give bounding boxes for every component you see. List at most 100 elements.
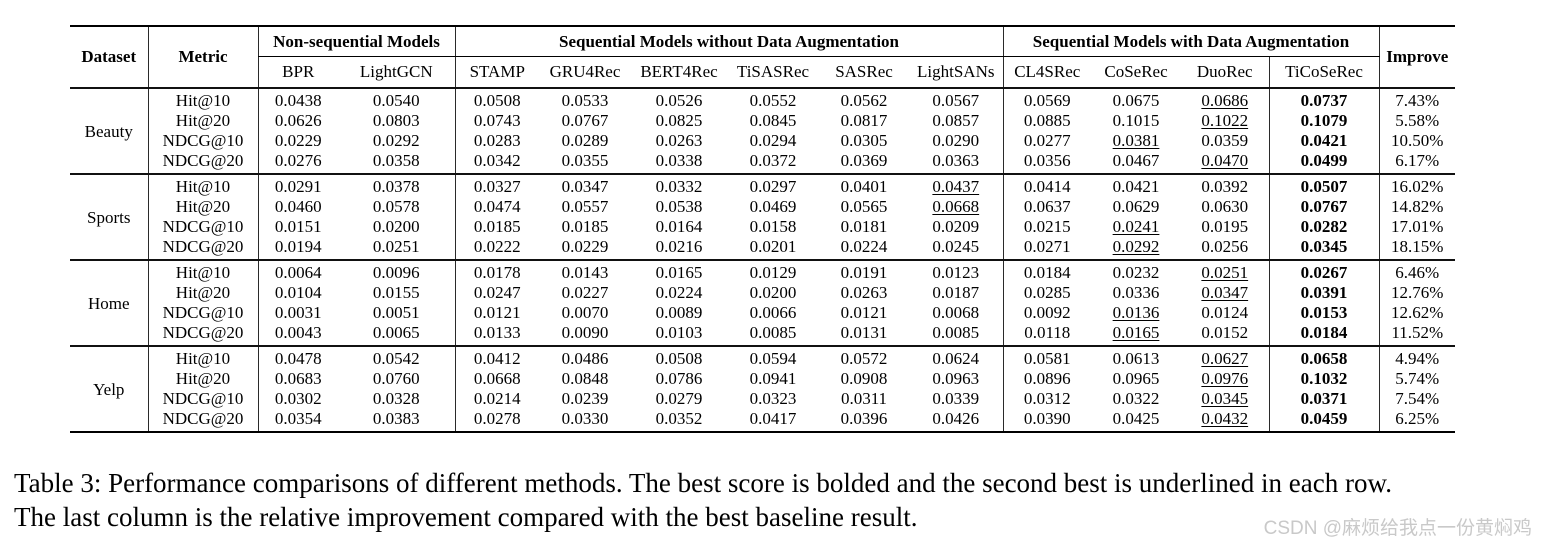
value-cell: 0.0338 xyxy=(655,151,703,170)
value-cell: 0.0251 xyxy=(1201,263,1249,282)
value-cell: 0.0328 xyxy=(372,389,420,408)
value-cell: 0.0594 xyxy=(749,349,797,368)
value-cell: 0.0194 xyxy=(257,237,338,260)
value-cell: 0.1015 xyxy=(1112,111,1160,130)
value-cell: 0.0359 xyxy=(1201,131,1249,150)
metric-cell: NDCG@10 xyxy=(147,217,258,237)
table-row: Hit@20 0.0626 0.0803 0.0743 0.0767 0.0825 0.08… xyxy=(70,111,1455,131)
improve-cell: 14.82% xyxy=(1378,197,1455,217)
value-cell: 0.0224 xyxy=(840,237,888,256)
value-cell: 0.0065 xyxy=(372,323,420,342)
value-cell: 0.0043 xyxy=(257,323,338,346)
value-cell: 0.0908 xyxy=(840,369,888,388)
value-cell: 0.0184 xyxy=(1002,260,1091,283)
value-cell: 0.0630 xyxy=(1201,197,1249,216)
value-cell: 0.0686 xyxy=(1201,91,1249,110)
value-cell: 0.0572 xyxy=(840,349,888,368)
dataset-block-sports: Sports Hit@10 0.0291 0.0378 0.0327 0.0347 0.03… xyxy=(70,174,1455,260)
value-cell: 0.0323 xyxy=(749,389,797,408)
metric-cell: Hit@10 xyxy=(147,88,258,111)
value-cell: 0.0767 xyxy=(1268,197,1379,217)
metric-header: Metric xyxy=(147,26,258,88)
metric-cell: Hit@20 xyxy=(147,283,258,303)
value-cell: 0.0426 xyxy=(932,409,980,428)
value-cell: 0.0499 xyxy=(1268,151,1379,174)
value-cell: 0.0143 xyxy=(561,263,609,282)
value-cell: 0.0096 xyxy=(372,263,420,282)
metric-cell: Hit@10 xyxy=(147,260,258,283)
improve-header: Improve xyxy=(1378,26,1455,88)
dataset-cell: Sports xyxy=(87,208,131,227)
value-cell: 0.0817 xyxy=(840,111,888,130)
value-cell: 0.0251 xyxy=(372,237,420,256)
metric-cell: NDCG@10 xyxy=(147,389,258,409)
table-row: Beauty Hit@10 0.0438 0.0540 0.0508 0.0533 0.05… xyxy=(70,88,1455,141)
improve-cell: 5.74% xyxy=(1378,369,1455,389)
value-cell: 0.0474 xyxy=(454,197,539,217)
value-cell: 0.0845 xyxy=(749,111,797,130)
value-cell: 0.0421 xyxy=(1112,177,1160,196)
improve-cell: 12.62% xyxy=(1378,303,1455,323)
value-cell: 0.0358 xyxy=(372,151,420,170)
dataset-header: Dataset xyxy=(81,47,137,66)
value-cell: 0.0414 xyxy=(1002,174,1091,197)
value-cell: 0.0391 xyxy=(1268,283,1379,303)
value-cell: 0.0629 xyxy=(1112,197,1160,216)
value-cell: 0.0885 xyxy=(1002,111,1091,131)
value-cell: 0.0118 xyxy=(1002,323,1091,346)
value-cell: 0.0089 xyxy=(655,303,703,322)
value-cell: 0.0626 xyxy=(257,111,338,131)
value-cell: 0.0460 xyxy=(257,197,338,217)
value-cell: 0.0229 xyxy=(257,131,338,151)
results-table-wrap: Dataset Metric Non-sequential Models Sequen… xyxy=(70,25,1455,433)
improve-cell: 6.17% xyxy=(1378,151,1455,174)
value-cell: 0.0896 xyxy=(1002,369,1091,389)
value-cell: 0.0508 xyxy=(454,88,539,111)
value-cell: 0.0339 xyxy=(932,389,980,408)
dataset-block-beauty: Beauty Hit@10 0.0438 0.0540 0.0508 0.0533 0.05… xyxy=(70,88,1455,174)
metric-cell: Hit@20 xyxy=(147,111,258,131)
value-cell: 0.0302 xyxy=(257,389,338,409)
value-cell: 0.0412 xyxy=(454,346,539,369)
value-cell: 0.0540 xyxy=(372,91,420,110)
model-name-header: TiCoSeRec xyxy=(1268,56,1379,88)
model-name-header: GRU4Rec xyxy=(549,62,621,81)
improve-cell: 7.43% xyxy=(1378,88,1455,111)
value-cell: 0.0222 xyxy=(454,237,539,260)
value-cell: 0.0683 xyxy=(257,369,338,389)
value-cell: 0.0432 xyxy=(1201,409,1249,428)
value-cell: 0.0178 xyxy=(454,260,539,283)
value-cell: 0.0508 xyxy=(655,349,703,368)
value-cell: 0.0070 xyxy=(561,303,609,322)
value-cell: 0.0031 xyxy=(257,303,338,323)
table-row: Sports Hit@10 0.0291 0.0378 0.0327 0.0347 0.03… xyxy=(70,174,1455,227)
value-cell: 0.0578 xyxy=(372,197,420,216)
improve-cell: 6.25% xyxy=(1378,409,1455,432)
value-cell: 0.0051 xyxy=(372,303,420,322)
value-cell: 0.0187 xyxy=(932,283,980,302)
value-cell: 0.0401 xyxy=(840,177,888,196)
value-cell: 0.0276 xyxy=(257,151,338,174)
value-cell: 0.0354 xyxy=(257,409,338,432)
value-cell: 0.0767 xyxy=(561,111,609,130)
value-cell: 0.0305 xyxy=(840,131,888,150)
value-cell: 0.0247 xyxy=(454,283,539,303)
value-cell: 0.0613 xyxy=(1112,349,1160,368)
value-cell: 0.0330 xyxy=(561,409,609,428)
value-cell: 0.0068 xyxy=(932,303,980,322)
value-cell: 0.0658 xyxy=(1268,346,1379,369)
table-row: Hit@20 0.0683 0.0760 0.0668 0.0848 0.0786 0.09… xyxy=(70,369,1455,389)
value-cell: 0.0737 xyxy=(1268,88,1379,111)
value-cell: 0.0557 xyxy=(561,197,609,216)
table-caption: Table 3: Performance comparisons of diff… xyxy=(14,466,1538,534)
dataset-cell: Beauty xyxy=(84,122,133,141)
value-cell: 0.0165 xyxy=(655,263,703,282)
value-cell: 0.0390 xyxy=(1002,409,1091,432)
table-caption-line2: The last column is the relative improvem… xyxy=(14,502,918,532)
value-cell: 0.0085 xyxy=(932,323,980,342)
value-cell: 0.0153 xyxy=(1268,303,1379,323)
value-cell: 0.0322 xyxy=(1112,389,1160,408)
model-header-row: BPR LightGCN STAMP GRU4Rec BERT4Rec TiSASRec S… xyxy=(70,56,1455,88)
value-cell: 0.0371 xyxy=(1268,389,1379,409)
